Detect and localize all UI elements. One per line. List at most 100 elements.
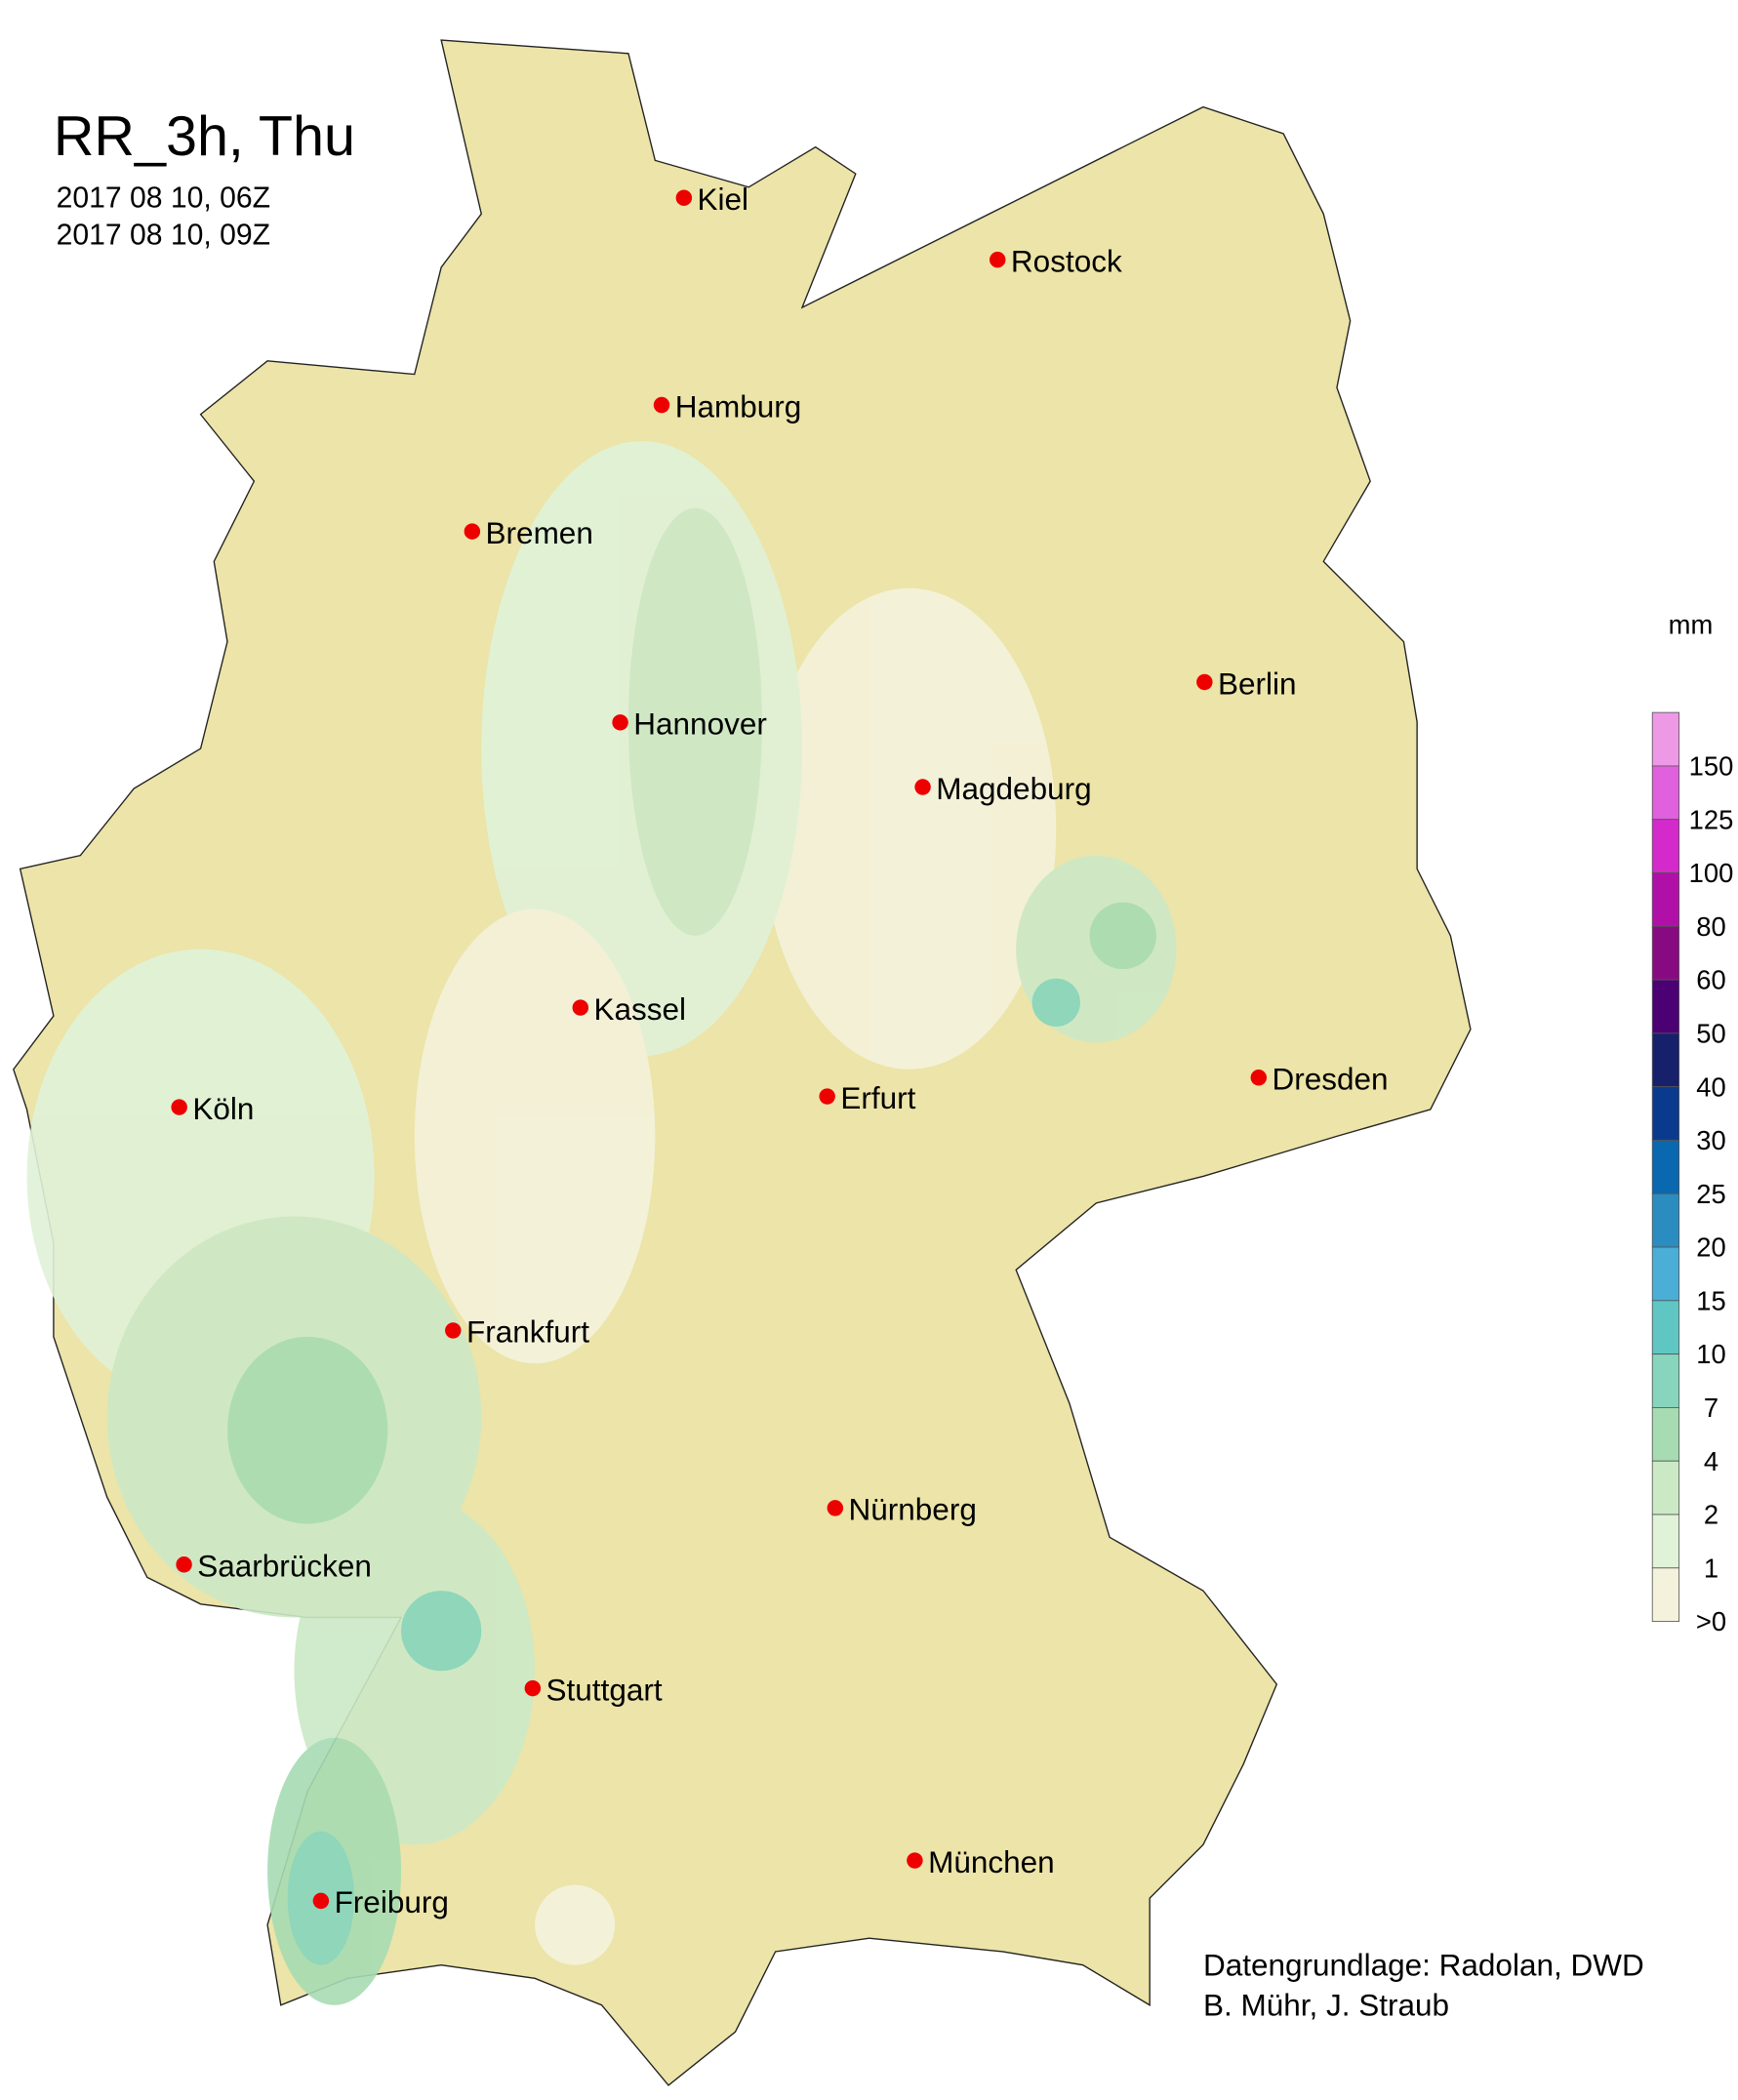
legend-swatch: [1651, 1032, 1680, 1088]
city-label: München: [928, 1844, 1055, 1879]
legend-label: 1: [1704, 1553, 1718, 1583]
city-label: Nürnberg: [849, 1492, 977, 1527]
map-title: RR_3h, Thu: [54, 105, 355, 168]
city-label: Bremen: [486, 515, 593, 550]
legend-swatch: [1651, 819, 1680, 873]
city-rostock: Rostock: [990, 243, 1122, 278]
precipitation-fields: [26, 441, 1177, 2005]
credit-authors: B. Mühr, J. Straub: [1203, 1988, 1449, 2023]
period-end: 2017 08 10, 09Z: [57, 220, 270, 252]
rain-area: [1031, 978, 1080, 1028]
city-marker-icon: [312, 1892, 330, 1910]
legend-label: 80: [1696, 911, 1725, 942]
city-marker-icon: [612, 714, 628, 731]
rain-area: [226, 1336, 388, 1524]
city-label: Köln: [192, 1091, 254, 1126]
credit-data-source: Datengrundlage: Radolan, DWD: [1203, 1948, 1644, 1983]
city-marker-icon: [464, 523, 481, 540]
city-marker-icon: [907, 1852, 923, 1869]
city-bremen: Bremen: [464, 515, 593, 550]
rain-area: [1089, 902, 1157, 970]
legend-label: 10: [1696, 1339, 1725, 1369]
period-start: 2017 08 10, 06Z: [57, 182, 270, 214]
city-marker-icon: [176, 1556, 192, 1573]
city-hannover: Hannover: [612, 707, 767, 742]
legend-label: 7: [1704, 1393, 1718, 1423]
rain-area: [627, 507, 762, 936]
legend-label: 125: [1689, 804, 1734, 834]
city-label: Frankfurt: [466, 1314, 589, 1350]
legend-swatch: [1651, 1353, 1680, 1408]
legend-label: 150: [1689, 751, 1734, 782]
legend-label: 30: [1696, 1125, 1725, 1155]
rain-area: [761, 587, 1057, 1070]
legend-swatch: [1651, 1086, 1680, 1141]
city-berlin: Berlin: [1196, 666, 1297, 701]
legend-swatch: [1651, 1300, 1680, 1355]
legend-swatch: [1651, 1246, 1680, 1302]
city-nürnberg: Nürnberg: [827, 1492, 977, 1527]
legend-swatch: [1651, 1460, 1680, 1515]
city-label: Freiburg: [335, 1884, 449, 1919]
legend-swatch: [1651, 1567, 1680, 1623]
city-marker-icon: [524, 1679, 542, 1697]
city-label: Erfurt: [840, 1080, 915, 1115]
city-saarbrücken: Saarbrücken: [176, 1549, 372, 1584]
city-marker-icon: [171, 1099, 187, 1115]
legend-label: 50: [1696, 1018, 1725, 1048]
legend-label: 25: [1696, 1179, 1725, 1209]
city-label: Hannover: [633, 707, 767, 742]
rain-area: [414, 909, 656, 1364]
legend-label: 2: [1704, 1500, 1718, 1530]
city-freiburg: Freiburg: [312, 1884, 449, 1919]
city-magdeburg: Magdeburg: [914, 771, 1092, 806]
legend-swatch: [1651, 872, 1680, 927]
city-marker-icon: [914, 779, 931, 795]
city-hamburg: Hamburg: [653, 388, 802, 424]
legend-swatch: [1651, 979, 1680, 1034]
legend-swatch: [1651, 711, 1680, 767]
city-label: Kiel: [698, 182, 749, 217]
legend-label: 15: [1696, 1285, 1725, 1315]
legend-label: 20: [1696, 1232, 1725, 1263]
city-stuttgart: Stuttgart: [524, 1672, 663, 1707]
city-markers: Kiel Rostock Hamburg Bremen Berlin Hannover Ma…: [171, 182, 1389, 1919]
legend-swatch: [1651, 1514, 1680, 1569]
city-dresden: Dresden: [1250, 1062, 1389, 1097]
city-marker-icon: [445, 1322, 462, 1339]
city-label: Magdeburg: [936, 771, 1091, 806]
city-marker-icon: [1196, 673, 1213, 691]
city-marker-icon: [827, 1500, 844, 1516]
city-label: Rostock: [1011, 243, 1122, 278]
city-label: Dresden: [1272, 1062, 1388, 1097]
city-marker-icon: [1250, 1070, 1268, 1086]
legend-swatch: [1651, 925, 1680, 981]
city-marker-icon: [819, 1088, 835, 1105]
legend-label: 100: [1689, 858, 1734, 888]
city-label: Hamburg: [675, 388, 802, 424]
city-label: Kassel: [593, 991, 686, 1027]
legend-swatch: [1651, 1407, 1680, 1462]
city-marker-icon: [572, 999, 589, 1016]
legend-swatch: [1651, 765, 1680, 821]
legend-swatch: [1651, 1140, 1680, 1194]
rain-area: [535, 1884, 616, 1965]
legend-label: 40: [1696, 1071, 1725, 1102]
city-label: Saarbrücken: [197, 1549, 372, 1584]
rain-area: [401, 1591, 482, 1672]
city-köln: Köln: [171, 1091, 254, 1126]
city-münchen: München: [907, 1844, 1055, 1879]
legend-label: 60: [1696, 965, 1725, 995]
city-marker-icon: [990, 251, 1006, 268]
legend-label: 4: [1704, 1446, 1718, 1476]
city-marker-icon: [675, 189, 693, 206]
city-kassel: Kassel: [572, 991, 686, 1027]
city-label: Berlin: [1218, 666, 1297, 701]
city-frankfurt: Frankfurt: [445, 1314, 589, 1350]
city-marker-icon: [653, 396, 670, 414]
legend-unit: mm: [1669, 609, 1714, 639]
city-erfurt: Erfurt: [819, 1080, 916, 1115]
city-kiel: Kiel: [675, 182, 749, 217]
legend-label: >0: [1696, 1606, 1726, 1636]
